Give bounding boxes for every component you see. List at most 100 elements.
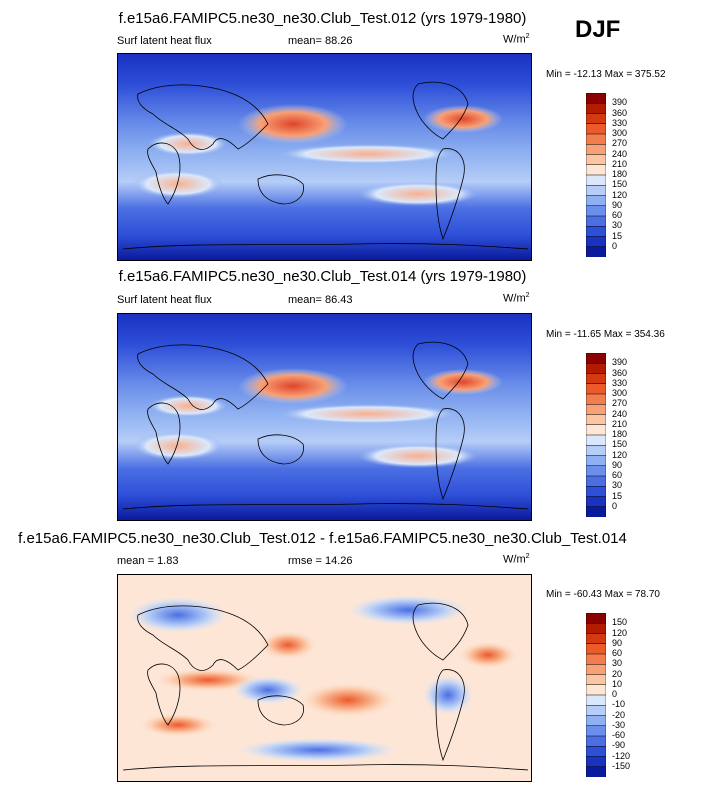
- panel2-map-svg: [118, 314, 531, 520]
- colorbar-tick-label: 210: [612, 418, 628, 429]
- colorbar-tick-label: 150: [612, 617, 628, 628]
- colorbar-tick-label: 270: [612, 398, 628, 409]
- colorbar-swatch: [586, 414, 606, 426]
- colorbar-swatch: [586, 383, 606, 395]
- colorbar-swatch: [586, 226, 606, 238]
- colorbar-tick-label: 90: [612, 637, 623, 648]
- colorbar-swatch: [586, 653, 606, 665]
- colorbar-tick-label: 90: [612, 459, 623, 470]
- colorbar-tick-label: 120: [612, 627, 628, 638]
- colorbar-tick-label: -60: [612, 730, 626, 740]
- season-label: DJF: [575, 16, 621, 43]
- panel1-mean-label: mean=: [288, 35, 322, 47]
- panel3-colorbar: [586, 613, 606, 777]
- colorbar-swatch: [586, 664, 606, 676]
- panel3-colorbar-labels: 150 120 90 60 30 20 10 0 -10 -20 -30 -60 -90 -120 -150: [612, 613, 652, 777]
- colorbar-swatch: [586, 123, 606, 135]
- colorbar-tick-label: -10: [612, 699, 626, 710]
- panel3-mean-value: 1.83: [157, 555, 179, 567]
- panel2-colorbar-svg: [586, 353, 606, 517]
- panel3-units-base: W/m: [503, 553, 526, 566]
- colorbar-swatch: [586, 766, 606, 777]
- colorbar-tick-label: 270: [612, 138, 628, 149]
- colorbar-tick-label: 150: [612, 179, 628, 190]
- colorbar-tick-label: 210: [612, 158, 628, 169]
- panel2-colorbar: [586, 353, 606, 517]
- panel1-units-exp: 2: [525, 33, 530, 40]
- colorbar-swatch: [586, 404, 606, 416]
- colorbar-swatch: [586, 486, 606, 498]
- colorbar-tick-label: -90: [612, 740, 626, 751]
- colorbar-swatch: [586, 363, 606, 375]
- colorbar-tick-label: -20: [612, 709, 626, 720]
- colorbar-tick-label: -30: [612, 719, 626, 730]
- panel1-minmax: Min = -12.13 Max = 375.52: [546, 69, 666, 80]
- panel1-map: [117, 53, 532, 261]
- colorbar-swatch: [586, 205, 606, 217]
- colorbar-tick-label: 390: [612, 357, 628, 368]
- colorbar-tick-label: 0: [612, 500, 618, 511]
- colorbar-swatch: [586, 133, 606, 145]
- panel3-colorbar-svg: [586, 613, 606, 777]
- colorbar-tick-label: 15: [612, 490, 623, 501]
- colorbar-swatch: [586, 353, 606, 364]
- colorbar-tick-label: 20: [612, 668, 623, 679]
- colorbar-swatch: [586, 215, 606, 227]
- panel1-mean-value: 88.26: [325, 35, 353, 47]
- colorbar-swatch: [586, 756, 606, 768]
- colorbar-tick-label: 360: [612, 367, 628, 378]
- colorbar-swatch: [586, 164, 606, 176]
- colorbar-swatch: [586, 465, 606, 477]
- panel2-mean-label: mean=: [288, 294, 322, 306]
- panel2-units-exp: 2: [525, 292, 530, 299]
- colorbar-swatch: [586, 185, 606, 197]
- colorbar-tick-label: 180: [612, 169, 628, 179]
- panel1-variable: Surf latent heat flux: [117, 35, 212, 47]
- colorbar-swatch: [586, 103, 606, 115]
- colorbar-swatch: [586, 694, 606, 706]
- panel1-mean-stat: mean= 88.26: [288, 35, 353, 47]
- panel2-units-base: W/m: [503, 292, 526, 305]
- panel3-rmse-label: rmse =: [288, 555, 322, 567]
- colorbar-tick-label: 240: [612, 148, 628, 159]
- colorbar-tick-label: 15: [612, 230, 623, 241]
- colorbar-tick-label: 330: [612, 117, 628, 128]
- colorbar-swatch: [586, 246, 606, 257]
- colorbar-tick-label: 390: [612, 97, 628, 108]
- colorbar-tick-label: 120: [612, 449, 628, 460]
- colorbar-tick-label: 60: [612, 210, 623, 220]
- panel3-units-exp: 2: [525, 553, 530, 560]
- panel1-colorbar-svg: [586, 93, 606, 257]
- colorbar-swatch: [586, 506, 606, 517]
- colorbar-swatch: [586, 445, 606, 457]
- panel3-map: [117, 574, 532, 782]
- panel1-colorbar: [586, 93, 606, 257]
- colorbar-tick-label: 300: [612, 388, 628, 398]
- panel3-rmse-stat: rmse = 14.26: [288, 555, 353, 567]
- panel1-title: f.e15a6.FAMIPC5.ne30_ne30.Club_Test.012 …: [118, 10, 527, 27]
- panel3-mean-label: mean =: [117, 555, 154, 567]
- colorbar-swatch: [586, 174, 606, 186]
- panel2-mean-value: 86.43: [325, 294, 353, 306]
- colorbar-tick-label: 0: [612, 689, 618, 699]
- colorbar-swatch: [586, 434, 606, 446]
- colorbar-tick-label: 0: [612, 240, 618, 251]
- colorbar-tick-label: 180: [612, 429, 628, 439]
- panel2-variable: Surf latent heat flux: [117, 294, 212, 306]
- colorbar-swatch: [586, 684, 606, 696]
- colorbar-tick-label: 120: [612, 189, 628, 200]
- colorbar-swatch: [586, 715, 606, 727]
- panel1-units: W/m2: [503, 33, 530, 46]
- colorbar-tick-label: 30: [612, 220, 623, 231]
- panel3-minmax: Min = -60.43 Max = 78.70: [546, 589, 660, 600]
- colorbar-tick-label: 60: [612, 470, 623, 480]
- panel3-rmse-value: 14.26: [325, 555, 353, 567]
- panel3-mean-stat: mean = 1.83: [117, 555, 178, 567]
- panel3-units: W/m2: [503, 553, 530, 566]
- panel2-colorbar-labels: 390 360 330 300 270 240 210 180 150 120 90 60 30 15 0: [612, 353, 652, 517]
- colorbar-swatch: [586, 475, 606, 487]
- colorbar-tick-label: 30: [612, 480, 623, 491]
- colorbar-swatch: [586, 674, 606, 686]
- colorbar-tick-label: 360: [612, 107, 628, 118]
- colorbar-swatch: [586, 424, 606, 436]
